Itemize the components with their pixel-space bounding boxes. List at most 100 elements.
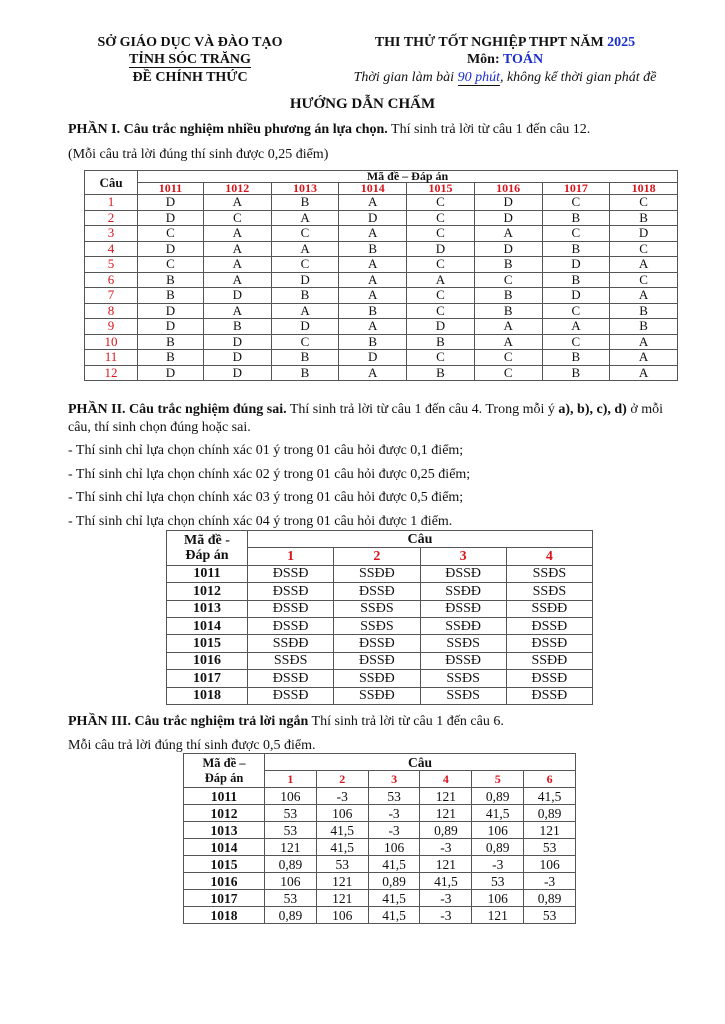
answer-cell: 0,89 (264, 855, 317, 873)
answer-cell: 53 (264, 889, 317, 907)
answer-cell: C (541, 302, 611, 319)
answer-cell: A (338, 364, 408, 381)
answer-cell: B (473, 287, 543, 304)
table-row: Mã đề – Đáp án Câu (183, 753, 576, 788)
answer-cell: C (270, 333, 340, 350)
table-row: 1015 0,89 53 41,5 121 -3 106 (183, 855, 576, 873)
answer-cell: A (473, 225, 543, 242)
answer-cell: D (137, 240, 204, 257)
answer-cell: B (406, 364, 475, 381)
answer-cell: A (270, 209, 340, 226)
answer-cell: B (137, 287, 204, 304)
answer-cell: 0,89 (471, 787, 525, 805)
answer-cell: ĐSSĐ (333, 634, 421, 653)
answer-cell: D (137, 194, 204, 211)
part1-heading: PHẦN I. Câu trắc nghiệm nhiều phương án … (68, 122, 590, 138)
answer-cell: D (406, 318, 475, 335)
subject-line: Môn: TOÁN (330, 52, 680, 68)
table-row: 1013 ĐSSĐ SSĐS ĐSSĐ SSĐĐ (166, 599, 594, 618)
question-number: 8 (84, 302, 138, 319)
answer-cell: A (338, 287, 408, 304)
answer-cell: ĐSSĐ (333, 582, 421, 601)
question-header: 1 (246, 547, 335, 566)
table-row: 1017 ĐSSĐ SSĐĐ SSĐS ĐSSĐ (166, 669, 594, 688)
answer-cell: ĐSSĐ (505, 686, 594, 705)
answer-cell: C (473, 271, 543, 288)
question-header: 2 (315, 770, 369, 788)
answer-cell: A (406, 271, 475, 288)
question-number: 3 (84, 225, 138, 242)
answer-cell: ĐSSĐ (419, 599, 507, 618)
answer-cell: A (609, 333, 678, 350)
answer-cell: A (338, 225, 408, 242)
answer-cell: 41,5 (367, 906, 421, 924)
answer-cell: B (609, 302, 678, 319)
part2-rule: - Thí sinh chỉ lựa chọn chính xác 03 ý t… (68, 490, 464, 505)
answer-cell: 41,5 (419, 872, 473, 890)
answer-cell: 106 (264, 872, 317, 890)
answer-cell: B (406, 333, 475, 350)
answer-cell: 121 (315, 872, 369, 890)
answer-cell: A (202, 271, 272, 288)
exam-code-header: 1017 (541, 182, 611, 195)
answer-cell: A (270, 240, 340, 257)
exam-code: 1011 (183, 787, 265, 805)
answer-cell: B (338, 240, 408, 257)
table-row: 1015 SSĐĐ ĐSSĐ SSĐS ĐSSĐ (166, 634, 594, 653)
corner-label: Đáp án (185, 547, 229, 563)
answer-cell: 53 (523, 838, 576, 856)
answer-cell: D (609, 225, 678, 242)
answer-cell: B (270, 287, 340, 304)
part1-text: Thí sinh trả lời từ câu 1 đến câu 12. (387, 122, 591, 137)
answer-cell: D (202, 287, 272, 304)
answer-cell: ĐSSĐ (246, 616, 335, 636)
exam-code: 1014 (183, 838, 265, 856)
time-line: Thời gian làm bài 90 phút, không kể thời… (330, 70, 680, 86)
part3-title: PHẦN III. Câu trắc nghiệm trả lời ngắn (68, 714, 309, 729)
table-row: 1011 106 -3 53 121 0,89 41,5 (183, 787, 576, 805)
question-header: 1 (264, 770, 317, 788)
exam-code: 1013 (183, 821, 265, 839)
answer-cell: B (338, 302, 408, 319)
answer-cell: 0,89 (264, 906, 317, 924)
answer-cell: 121 (264, 838, 317, 856)
answer-cell: B (473, 256, 543, 273)
answer-cell: ĐSSĐ (246, 669, 335, 688)
table-row: Câu Mã đề – Đáp án (84, 170, 678, 195)
table-row: 1013 53 41,5 -3 0,89 106 121 (183, 821, 576, 839)
answer-cell: 0,89 (523, 889, 576, 907)
corner-label: Mã đề – (202, 755, 246, 770)
page-title: HƯỚNG DẪN CHẤM (289, 96, 436, 112)
answer-cell: SSĐĐ (505, 599, 594, 618)
answer-cell: 121 (315, 889, 369, 907)
answer-cell: C (406, 225, 475, 242)
answer-cell: 53 (471, 872, 525, 890)
table-row: 1012 53 106 -3 121 41,5 0,89 (183, 804, 576, 822)
answer-cell: C (473, 364, 543, 381)
question-number: 7 (84, 287, 138, 304)
answer-cell: ĐSSĐ (505, 634, 594, 653)
answer-cell: D (338, 349, 408, 366)
answer-cell: A (609, 287, 678, 304)
question-number: 6 (84, 271, 138, 288)
answer-cell: 41,5 (471, 804, 525, 822)
answer-cell: A (202, 240, 272, 257)
answer-cell: C (473, 349, 543, 366)
question-header: 4 (505, 547, 594, 566)
part2-rule: - Thí sinh chỉ lựa chọn chính xác 04 ý t… (68, 514, 453, 529)
answer-cell: SSĐĐ (333, 564, 421, 584)
answer-cell: C (541, 194, 611, 211)
part2-answer-table: Mã đề - Đáp án Câu 1 2 3 4 1011 ĐSSĐ SSĐĐ ĐSSĐ SSĐS… (166, 529, 594, 705)
answer-cell: A (202, 194, 272, 211)
answer-cell: -3 (419, 889, 473, 907)
question-header: 4 (419, 770, 473, 788)
question-header: 3 (367, 770, 421, 788)
answer-cell: B (338, 333, 408, 350)
exam-code: 1016 (166, 651, 248, 671)
time-post: , không kể thời gian phát đề (499, 70, 657, 85)
part2-rule: - Thí sinh chỉ lựa chọn chính xác 02 ý t… (68, 467, 471, 482)
answer-cell: 41,5 (315, 821, 369, 839)
column-group-header: Câu (264, 753, 576, 771)
